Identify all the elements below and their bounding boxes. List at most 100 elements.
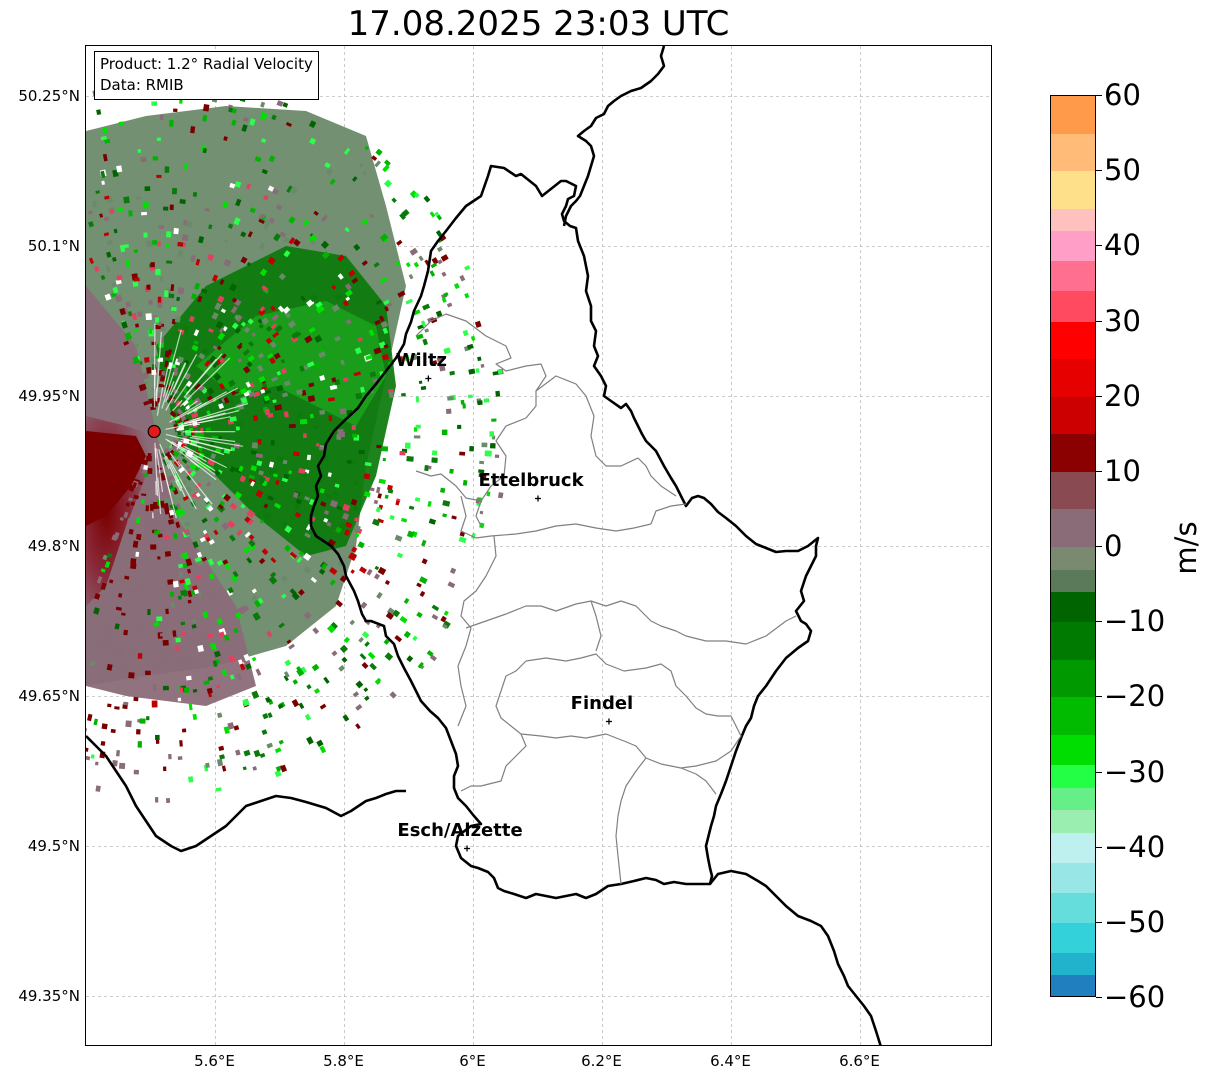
echo-pixel	[256, 364, 264, 372]
echo-pixel	[107, 703, 112, 708]
echo-pixel	[195, 574, 202, 580]
echo-pixel	[384, 306, 390, 312]
echo-pixel	[206, 589, 212, 597]
colorbar-tick	[1096, 846, 1102, 848]
lon-tick-label: 6.2°E	[581, 1052, 622, 1070]
echo-pixel	[278, 739, 284, 745]
echo-pixel	[127, 311, 133, 317]
echo-pixel	[111, 534, 118, 541]
echo-pixel	[133, 249, 138, 254]
echo-pixel	[187, 599, 192, 604]
echo-pixel	[252, 391, 261, 398]
echo-pixel	[136, 729, 141, 735]
echo-pixel	[474, 320, 482, 328]
echo-pixel	[180, 589, 187, 596]
echo-pixel	[383, 299, 390, 306]
echo-pixel	[107, 552, 113, 559]
echo-pixel	[331, 650, 338, 657]
echo-pixel	[184, 530, 191, 536]
map-panel[interactable]	[85, 45, 992, 1046]
colorbar-segment	[1051, 434, 1095, 473]
echo-pixel	[115, 750, 121, 757]
echo-pixel	[363, 491, 371, 498]
echo-pixel	[431, 457, 438, 464]
echo-pixel	[293, 238, 301, 247]
echo-pixel	[205, 503, 212, 511]
echo-pixel	[152, 240, 158, 245]
echo-pixel	[162, 685, 169, 691]
echo-pixel	[265, 325, 273, 333]
echo-pixel	[217, 712, 223, 719]
echo-pixel	[163, 766, 167, 772]
echo-pixel	[369, 662, 377, 671]
echo-pixel	[470, 335, 476, 341]
colorbar-segment	[1051, 321, 1095, 360]
echo-pixel	[337, 560, 344, 567]
echo-pixel	[233, 627, 239, 634]
echo-pixel	[250, 450, 258, 455]
echo-pixel	[177, 595, 182, 600]
echo-pixel	[391, 197, 397, 203]
echo-pixel	[263, 395, 270, 402]
echo-pixel	[223, 493, 232, 502]
colorbar-tick-label: 30	[1104, 303, 1141, 338]
echo-pixel	[176, 503, 182, 510]
echo-pixel	[149, 523, 156, 529]
echo-pixel	[139, 718, 146, 724]
echo-pixel	[447, 581, 456, 589]
echo-pixel	[169, 509, 175, 516]
echo-pixel	[215, 787, 222, 792]
colorbar-tick-label: 10	[1104, 453, 1141, 488]
echo-pixel	[188, 703, 193, 711]
colorbar-tick	[1096, 245, 1102, 247]
echo-pixel	[271, 313, 280, 322]
echo-pixel	[320, 501, 327, 507]
echo-pixel	[266, 742, 274, 749]
echo-pixel	[398, 355, 404, 363]
echo-pixel	[100, 135, 107, 141]
echo-pixel	[224, 563, 231, 571]
echo-pixel	[147, 452, 152, 459]
echo-pixel	[326, 521, 332, 527]
echo-pixel	[313, 363, 321, 370]
echo-pixel	[152, 533, 157, 538]
echo-pixel	[103, 216, 110, 222]
echo-pixel	[188, 444, 195, 450]
echo-pixel	[202, 611, 209, 619]
echo-pixel	[121, 321, 128, 329]
echo-pixel	[258, 470, 265, 476]
echo-pixel	[126, 517, 132, 524]
echo-pixel	[360, 601, 368, 609]
echo-pixel	[208, 539, 215, 545]
echo-pixel	[191, 492, 198, 498]
echo-pixel	[242, 698, 250, 707]
echo-pixel	[313, 425, 319, 429]
echo-pixel	[121, 647, 126, 653]
echo-pixel	[133, 343, 139, 348]
echo-pixel	[233, 217, 241, 226]
echo-pixel	[484, 450, 492, 457]
echo-pixel	[234, 327, 242, 334]
echo-pixel	[222, 380, 230, 388]
echo-pixel	[359, 653, 367, 660]
echo-pixel	[221, 522, 230, 531]
echo-pixel	[365, 354, 373, 361]
echo-pixel	[421, 558, 428, 565]
colorbar-tick-label: −40	[1104, 829, 1166, 864]
echo-pixel	[186, 380, 193, 388]
echo-pixel	[240, 387, 248, 395]
echo-pixel	[186, 220, 193, 228]
echo-pixel	[457, 424, 462, 429]
echo-pixel	[405, 298, 414, 305]
echo-pixel	[247, 231, 253, 238]
echo-pixel	[286, 185, 293, 193]
radar-site-marker[interactable]	[147, 424, 161, 439]
echo-pixel	[133, 696, 139, 702]
echo-pixel	[303, 433, 307, 439]
echo-pixel	[329, 499, 339, 508]
echo-pixel	[306, 361, 315, 368]
echo-pixel	[192, 191, 198, 197]
echo-pixel	[307, 395, 316, 403]
echo-pixel	[158, 383, 165, 388]
echo-pixel	[208, 355, 217, 364]
